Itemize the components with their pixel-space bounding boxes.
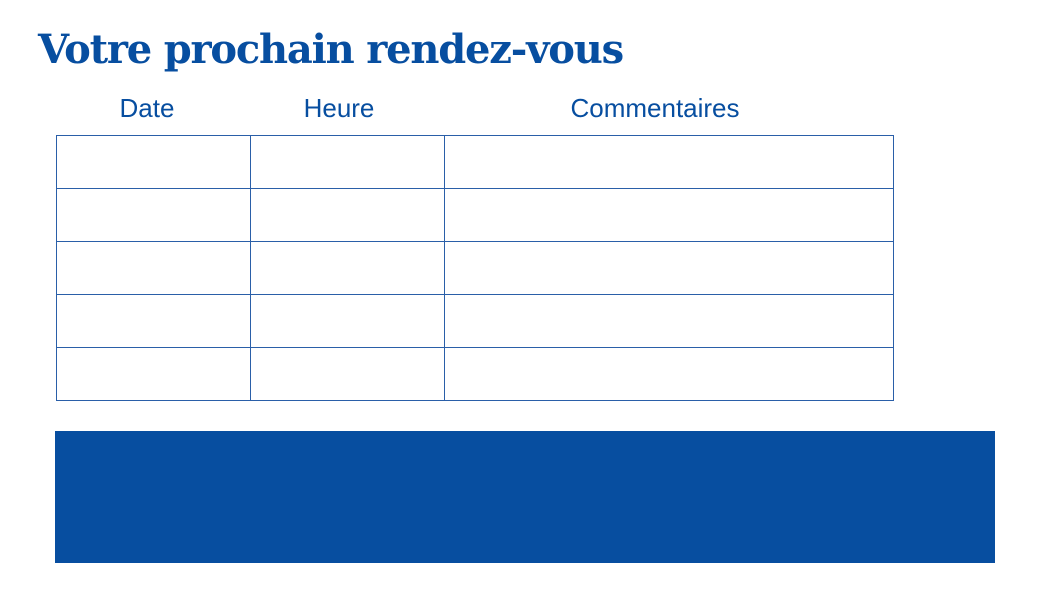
cell-date[interactable] xyxy=(56,188,251,242)
cell-date[interactable] xyxy=(56,241,251,295)
cell-heure[interactable] xyxy=(250,241,445,295)
cell-heure[interactable] xyxy=(250,135,445,189)
page-title: Votre prochain rendez-vous xyxy=(38,26,624,73)
cell-commentaires[interactable] xyxy=(444,188,894,242)
cell-commentaires[interactable] xyxy=(444,294,894,348)
appointment-table xyxy=(56,135,894,401)
column-header-commentaires: Commentaires xyxy=(570,93,740,123)
cell-heure[interactable] xyxy=(250,347,445,401)
table-row xyxy=(56,347,894,401)
footer-band xyxy=(55,431,995,563)
cell-date[interactable] xyxy=(56,294,251,348)
table-row xyxy=(56,294,894,348)
table-row xyxy=(56,135,894,189)
cell-commentaires[interactable] xyxy=(444,135,894,189)
cell-commentaires[interactable] xyxy=(444,347,894,401)
table-row xyxy=(56,241,894,295)
cell-heure[interactable] xyxy=(250,188,445,242)
column-header-date: Date xyxy=(119,93,175,123)
column-header-heure: Heure xyxy=(303,93,375,123)
cell-heure[interactable] xyxy=(250,294,445,348)
cell-date[interactable] xyxy=(56,347,251,401)
cell-commentaires[interactable] xyxy=(444,241,894,295)
table-row xyxy=(56,188,894,242)
cell-date[interactable] xyxy=(56,135,251,189)
